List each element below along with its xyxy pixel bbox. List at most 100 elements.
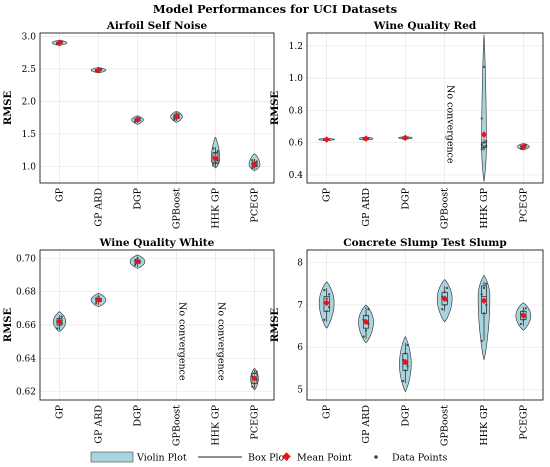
violin-group-hhk-gp bbox=[477, 274, 491, 360]
y-tick-label: 2.5 bbox=[22, 65, 37, 75]
x-tick-label: GP bbox=[322, 404, 333, 419]
y-axis-label: RMSE bbox=[3, 91, 14, 126]
figure-title: Model Performances for UCI Datasets bbox=[153, 2, 397, 16]
data-point bbox=[522, 310, 525, 313]
violin-group-gp bbox=[318, 136, 335, 143]
data-point bbox=[480, 117, 483, 120]
data-point bbox=[212, 147, 215, 150]
panel-border bbox=[39, 32, 275, 184]
y-tick-label: 6 bbox=[297, 343, 303, 353]
data-point bbox=[253, 372, 256, 375]
y-tick-label: 0.4 bbox=[289, 171, 304, 181]
x-tick-label: GP ARD bbox=[361, 188, 372, 227]
panel-title: Airfoil Self Noise bbox=[106, 20, 208, 32]
data-point bbox=[362, 335, 365, 338]
y-axis-label: RMSE bbox=[270, 308, 281, 343]
y-tick-label: 5 bbox=[297, 385, 303, 395]
violin-group-gp-ard bbox=[90, 66, 107, 74]
data-point bbox=[327, 305, 331, 309]
y-tick-label: 0.62 bbox=[16, 388, 36, 398]
data-point bbox=[133, 263, 137, 267]
data-point bbox=[522, 318, 525, 321]
mean-point bbox=[212, 154, 219, 162]
data-point bbox=[214, 160, 217, 163]
data-point bbox=[524, 307, 527, 310]
legend-mean-label: Mean Point bbox=[297, 453, 352, 464]
x-tick-label: GP bbox=[55, 187, 66, 202]
violin-group-gp-ard bbox=[358, 304, 374, 344]
legend-violin-swatch bbox=[90, 451, 134, 463]
data-point bbox=[58, 323, 61, 327]
data-point bbox=[485, 303, 488, 307]
violin-group-gpboost bbox=[436, 279, 453, 323]
legend-violin-label: Violin Plot bbox=[136, 453, 187, 464]
x-tick-label: DGP bbox=[400, 187, 411, 209]
chart-panels: Airfoil Self Noise 1.0 1.5 2.0 2.5 3.0 RMSE GP G… bbox=[3, 20, 544, 446]
data-point bbox=[404, 369, 407, 372]
data-point bbox=[485, 139, 488, 143]
y-tick-label: 1.0 bbox=[289, 74, 304, 84]
data-point bbox=[480, 339, 483, 342]
no-convergence-label: No convergence bbox=[216, 302, 227, 381]
data-point bbox=[214, 152, 217, 155]
violin-group-hhk-gp bbox=[210, 136, 221, 169]
x-tick-label: HHK GP bbox=[479, 404, 490, 445]
panel-title: Wine Quality Red bbox=[373, 20, 477, 32]
data-point bbox=[485, 144, 488, 148]
mean-point bbox=[323, 136, 330, 143]
data-point bbox=[367, 322, 370, 326]
x-tick-label: DGP bbox=[133, 187, 144, 209]
data-point bbox=[253, 382, 256, 385]
x-tick-label: GP ARD bbox=[94, 405, 105, 444]
mean-point bbox=[520, 312, 527, 319]
y-tick-label: 0.6 bbox=[289, 139, 304, 149]
mean-point bbox=[402, 134, 409, 142]
data-point bbox=[97, 295, 100, 298]
data-point bbox=[94, 302, 98, 305]
legend: Violin Plot Box Plot Mean Point Data Poi… bbox=[90, 451, 447, 464]
panel-border bbox=[306, 249, 544, 401]
mean-point bbox=[134, 258, 141, 265]
no-convergence-label: No convergence bbox=[445, 85, 456, 164]
data-point bbox=[406, 365, 409, 368]
legend-mean-marker bbox=[282, 452, 291, 461]
y-tick-label: 0.8 bbox=[289, 106, 304, 116]
data-point bbox=[327, 293, 331, 296]
panel-border bbox=[39, 249, 275, 401]
mean-point bbox=[95, 296, 102, 304]
data-point bbox=[323, 318, 326, 321]
x-tick-label: GPBoost bbox=[440, 188, 451, 229]
data-point bbox=[404, 352, 407, 355]
violin-group-dgp bbox=[399, 335, 412, 393]
data-point bbox=[480, 148, 483, 151]
data-point bbox=[441, 308, 444, 311]
data-point bbox=[364, 329, 368, 332]
mean-point bbox=[480, 131, 488, 138]
data-point bbox=[480, 293, 483, 296]
legend-box-label: Box Plot bbox=[248, 453, 288, 464]
mean-point bbox=[323, 299, 330, 307]
panel-title: Wine Quality White bbox=[99, 237, 215, 249]
mean-point bbox=[134, 116, 141, 123]
x-tick-label: GP ARD bbox=[94, 188, 105, 227]
legend-points-marker bbox=[374, 455, 378, 459]
mean-point bbox=[520, 143, 527, 150]
violin-shape bbox=[481, 34, 487, 182]
data-point bbox=[323, 289, 326, 292]
violin-group-gp-ard bbox=[358, 135, 374, 142]
chart-panel-0: Airfoil Self Noise 1.0 1.5 2.0 2.5 3.0 RMSE GP G… bbox=[3, 20, 275, 229]
data-point bbox=[401, 379, 405, 383]
data-point bbox=[251, 159, 254, 162]
y-tick-label: 1.2 bbox=[289, 42, 303, 52]
x-tick-label: HHK GP bbox=[479, 187, 490, 228]
x-tick-label: GPBoost bbox=[440, 405, 451, 446]
data-point bbox=[482, 286, 486, 290]
violin-group-gpboost bbox=[170, 110, 183, 123]
data-point bbox=[367, 308, 370, 311]
data-point bbox=[445, 286, 449, 290]
x-tick-label: HHK GP bbox=[211, 404, 222, 445]
x-tick-label: PCEGP bbox=[518, 187, 529, 222]
mean-point bbox=[362, 318, 370, 326]
x-tick-label: GPBoost bbox=[172, 188, 183, 229]
x-tick-label: DGP bbox=[400, 404, 411, 426]
